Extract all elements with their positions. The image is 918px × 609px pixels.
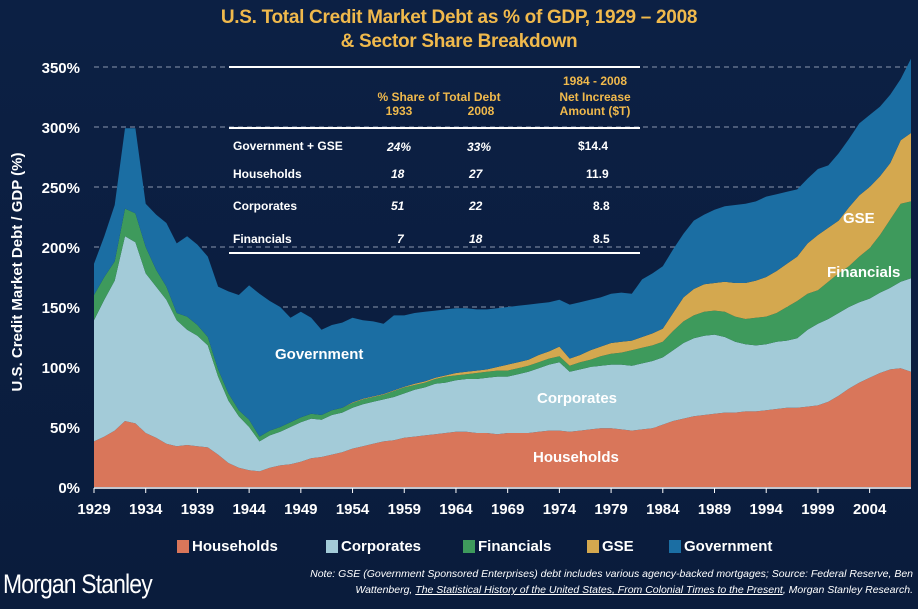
legend-swatch-gse: [587, 540, 599, 553]
y-tick-label: 250%: [42, 180, 80, 197]
table-header-share: % Share of Total Debt: [377, 90, 501, 104]
legend-swatch-financials: [463, 540, 475, 553]
x-tick-label: 1964: [439, 501, 473, 518]
legend-item-gse: GSE: [587, 538, 634, 555]
legend-label: Financials: [478, 538, 552, 555]
y-tick-labels: 0% 50% 100% 150% 200% 250% 300% 350%: [42, 60, 80, 497]
legend-item-government: Government: [669, 538, 772, 555]
row-1933: 24%: [387, 140, 412, 154]
morgan-stanley-logo: Morgan Stanley: [3, 569, 153, 599]
chart-subtitle: & Sector Share Breakdown: [340, 31, 578, 52]
y-tick-label: 150%: [42, 300, 80, 317]
note-source-end: , Morgan Stanley Research.: [782, 584, 913, 596]
y-tick-label: 50%: [50, 420, 80, 437]
table-header-net-increase: Net Increase: [559, 90, 631, 104]
note-author: Wattenberg,: [355, 584, 416, 596]
row-1933: 7: [397, 232, 404, 246]
legend-item-corporates: Corporates: [326, 538, 421, 555]
legend-swatch-corporates: [326, 540, 338, 553]
table-bottom-rule: [229, 252, 640, 254]
x-tick-label: 1999: [801, 501, 834, 518]
table-top-rule: [229, 66, 640, 68]
area-government: [94, 58, 911, 437]
legend: Households Corporates Financials GSE Gov…: [0, 538, 918, 558]
row-net: $14.4: [578, 139, 609, 153]
x-tick-labels: 1929 1934 1939 1944 1949 1954 1959 1964 1969 1974…: [77, 501, 887, 518]
row-net: 11.9: [586, 167, 609, 181]
row-label: Government + GSE: [233, 139, 343, 153]
x-tick-label: 2004: [853, 501, 887, 518]
x-tick-label: 1969: [491, 501, 524, 518]
legend-label: Corporates: [341, 538, 422, 555]
legend-item-households: Households: [177, 538, 278, 555]
row-net: 8.5: [593, 232, 610, 246]
table-header-net-years: 1984 - 2008: [562, 74, 628, 88]
y-axis-title: U.S. Credit Market Debt / GDP (%): [9, 153, 26, 392]
x-tick-label: 1929: [77, 501, 110, 518]
area-financials: [94, 201, 911, 442]
row-2008: 22: [469, 199, 483, 213]
row-2008: 18: [469, 232, 483, 246]
row-2008: 33%: [467, 140, 492, 154]
series-areas: [94, 58, 911, 487]
x-tick-label: 1984: [646, 501, 680, 518]
area-label-government: Government: [275, 346, 363, 363]
x-tick-label: 1954: [336, 501, 370, 518]
table-header-rule: [229, 127, 640, 129]
note-line-1: Note: GSE (Government Sponsored Enterpri…: [310, 568, 913, 580]
x-tick-label: 1949: [284, 501, 317, 518]
x-tick-label: 1944: [232, 501, 266, 518]
row-1933: 51: [391, 199, 405, 213]
area-households: [94, 368, 911, 487]
y-tick-label: 300%: [42, 120, 80, 137]
area-label-corporates: Corporates: [537, 390, 617, 407]
table-header-net-amount: Amount ($T): [559, 104, 631, 118]
x-tick-label: 1994: [750, 501, 784, 518]
note-line-2: Wattenberg, The Statistical History of t…: [183, 582, 913, 598]
y-tick-label: 350%: [42, 60, 80, 77]
area-label-households: Households: [533, 449, 619, 466]
area-corporates: [94, 236, 911, 472]
y-tick-label: 200%: [42, 240, 80, 257]
row-label: Households: [233, 167, 302, 181]
row-net: 8.8: [593, 199, 610, 213]
x-tick-label: 1979: [594, 501, 627, 518]
source-note: Note: GSE (Government Sponsored Enterpri…: [183, 566, 913, 598]
x-tick-label: 1939: [181, 501, 214, 518]
area-gse: [94, 133, 911, 437]
legend-label: Households: [192, 538, 278, 555]
x-tick-label: 1974: [543, 501, 577, 518]
note-book-title: The Statistical History of the United St…: [415, 584, 783, 596]
legend-swatch-government: [669, 540, 681, 553]
legend-item-financials: Financials: [463, 538, 551, 555]
x-tick-label: 1989: [698, 501, 731, 518]
legend-label: Government: [684, 538, 773, 555]
area-label-gse: GSE: [843, 210, 875, 227]
chart-title: U.S. Total Credit Market Debt as % of GD…: [220, 7, 698, 28]
area-label-financials: Financials: [827, 264, 900, 281]
x-tick-label: 1959: [388, 501, 421, 518]
legend-label: GSE: [602, 538, 634, 555]
y-tick-label: 100%: [42, 360, 80, 377]
x-tick-label: 1934: [129, 501, 163, 518]
y-tick-label: 0%: [58, 480, 80, 497]
row-label: Corporates: [233, 199, 298, 213]
row-2008: 27: [469, 167, 483, 181]
legend-swatch-households: [177, 540, 189, 553]
row-1933: 18: [391, 167, 405, 181]
axes: [93, 487, 911, 493]
table-header-1933: 1933: [385, 104, 413, 118]
table-header-2008: 2008: [467, 104, 495, 118]
row-label: Financials: [233, 232, 292, 246]
